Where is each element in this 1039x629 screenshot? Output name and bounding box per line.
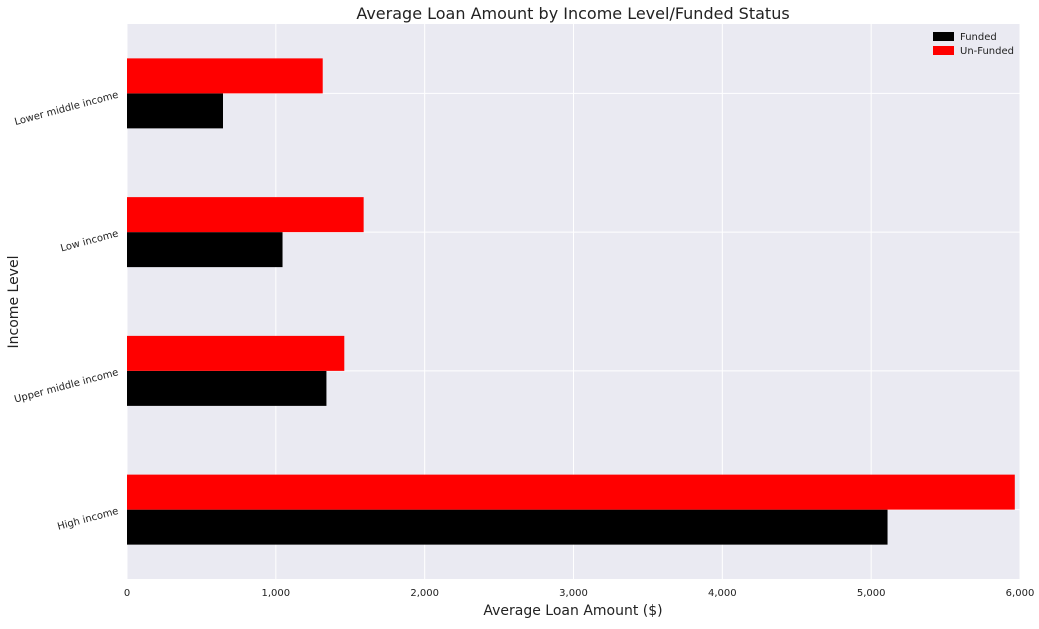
bar-un-funded-low-income (127, 197, 364, 233)
bar-un-funded-lower-middle-income (127, 58, 323, 94)
x-tick-label: 4,000 (708, 588, 737, 599)
bar-funded-upper-middle-income (127, 370, 327, 406)
legend-label-unfunded: Un-Funded (960, 46, 1014, 57)
bars-group (127, 58, 1015, 545)
chart-title: Average Loan Amount by Income Level/Fund… (356, 4, 789, 23)
y-tick-labels: High income Upper middle income Low income… (13, 90, 120, 533)
legend-swatch-funded (933, 32, 954, 41)
x-tick-label: 0 (124, 588, 130, 599)
x-tick-label: 2,000 (410, 588, 439, 599)
y-axis-label: Income Level (6, 256, 22, 349)
x-tick-label: 6,000 (1006, 588, 1035, 599)
bar-funded-low-income (127, 232, 283, 268)
x-tick-label: 3,000 (559, 588, 588, 599)
x-axis-label: Average Loan Amount ($) (483, 603, 662, 619)
y-tick-label: High income (56, 506, 120, 533)
bar-un-funded-high-income (127, 474, 1015, 510)
legend-label-funded: Funded (960, 32, 997, 43)
x-tick-label: 5,000 (857, 588, 886, 599)
y-tick-label: Low income (59, 228, 119, 254)
x-tick-labels: 0 1,000 2,000 3,000 4,000 5,000 6,000 (124, 588, 1035, 599)
legend-swatch-unfunded (933, 46, 954, 55)
bar-un-funded-upper-middle-income (127, 335, 345, 371)
bar-funded-lower-middle-income (127, 93, 223, 129)
bar-funded-high-income (127, 509, 888, 545)
x-tick-label: 1,000 (262, 588, 291, 599)
y-tick-label: Upper middle income (13, 367, 120, 405)
legend: Funded Un-Funded (933, 32, 1014, 57)
y-tick-label: Lower middle income (13, 90, 119, 128)
